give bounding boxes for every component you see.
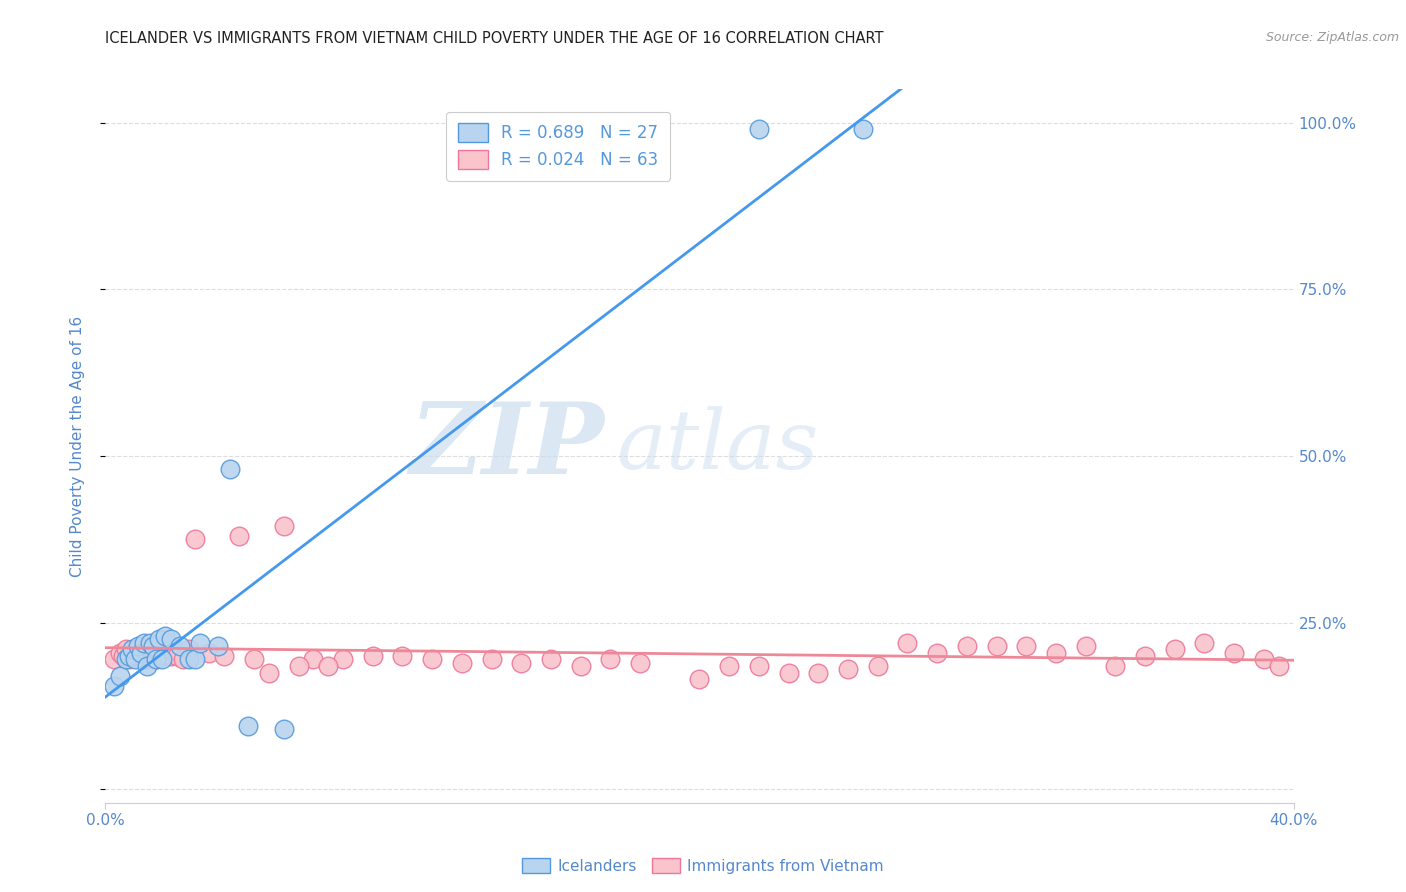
- Point: [287, 659, 309, 673]
- Point: [127, 649, 149, 664]
- Point: [302, 652, 325, 666]
- Point: [481, 652, 503, 666]
- Point: [896, 636, 918, 650]
- Point: [1253, 652, 1275, 666]
- Point: [956, 639, 979, 653]
- Point: [198, 646, 221, 660]
- Point: [1104, 659, 1126, 673]
- Text: atlas: atlas: [616, 406, 818, 486]
- Point: [136, 659, 159, 673]
- Point: [1267, 659, 1289, 673]
- Point: [129, 646, 152, 660]
- Point: [1074, 639, 1097, 653]
- Point: [145, 652, 167, 666]
- Point: [183, 533, 205, 547]
- Point: [748, 659, 770, 673]
- Point: [148, 632, 170, 647]
- Point: [148, 646, 170, 660]
- Point: [852, 122, 875, 136]
- Point: [689, 673, 711, 687]
- Text: ICELANDER VS IMMIGRANTS FROM VIETNAM CHILD POVERTY UNDER THE AGE OF 16 CORRELATI: ICELANDER VS IMMIGRANTS FROM VIETNAM CHI…: [105, 31, 884, 46]
- Point: [599, 652, 621, 666]
- Point: [169, 639, 191, 653]
- Point: [142, 639, 165, 653]
- Point: [207, 639, 229, 653]
- Point: [145, 652, 167, 666]
- Point: [166, 649, 188, 664]
- Point: [1194, 636, 1216, 650]
- Point: [778, 665, 800, 680]
- Point: [124, 652, 146, 666]
- Point: [177, 642, 200, 657]
- Point: [172, 652, 194, 666]
- Point: [391, 649, 413, 664]
- Point: [243, 652, 266, 666]
- Point: [837, 662, 859, 676]
- Point: [153, 642, 176, 657]
- Point: [103, 652, 125, 666]
- Point: [807, 665, 830, 680]
- Point: [273, 519, 295, 533]
- Point: [121, 642, 143, 657]
- Point: [228, 529, 250, 543]
- Point: [1045, 646, 1067, 660]
- Point: [121, 649, 143, 664]
- Point: [118, 649, 141, 664]
- Point: [190, 636, 212, 650]
- Point: [257, 665, 280, 680]
- Point: [103, 679, 125, 693]
- Point: [332, 652, 354, 666]
- Point: [420, 652, 443, 666]
- Point: [986, 639, 1008, 653]
- Point: [127, 639, 149, 653]
- Point: [316, 659, 339, 673]
- Point: [115, 642, 138, 657]
- Point: [110, 646, 132, 660]
- Point: [110, 669, 132, 683]
- Point: [150, 652, 173, 666]
- Point: [569, 659, 592, 673]
- Point: [139, 636, 162, 650]
- Point: [159, 649, 181, 664]
- Point: [1015, 639, 1038, 653]
- Point: [1164, 642, 1187, 657]
- Text: ZIP: ZIP: [409, 398, 605, 494]
- Point: [124, 646, 146, 660]
- Point: [142, 649, 165, 664]
- Legend: Icelanders, Immigrants from Vietnam: Icelanders, Immigrants from Vietnam: [516, 852, 890, 880]
- Point: [628, 656, 651, 670]
- Point: [115, 652, 138, 666]
- Point: [139, 646, 162, 660]
- Point: [132, 636, 155, 650]
- Point: [540, 652, 562, 666]
- Point: [450, 656, 472, 670]
- Point: [159, 632, 181, 647]
- Point: [129, 642, 152, 657]
- Point: [718, 659, 741, 673]
- Point: [361, 649, 384, 664]
- Point: [510, 656, 533, 670]
- Point: [177, 652, 200, 666]
- Point: [153, 629, 176, 643]
- Point: [866, 659, 889, 673]
- Text: Source: ZipAtlas.com: Source: ZipAtlas.com: [1265, 31, 1399, 45]
- Point: [214, 649, 236, 664]
- Point: [118, 652, 141, 666]
- Point: [1223, 646, 1246, 660]
- Point: [1133, 649, 1156, 664]
- Point: [183, 652, 205, 666]
- Point: [236, 719, 259, 733]
- Legend: R = 0.689   N = 27, R = 0.024   N = 63: R = 0.689 N = 27, R = 0.024 N = 63: [447, 112, 671, 181]
- Point: [273, 723, 295, 737]
- Point: [927, 646, 949, 660]
- Point: [219, 462, 242, 476]
- Point: [748, 122, 770, 136]
- Point: [150, 649, 173, 664]
- Point: [136, 652, 159, 666]
- Y-axis label: Child Poverty Under the Age of 16: Child Poverty Under the Age of 16: [70, 316, 84, 576]
- Point: [132, 652, 155, 666]
- Point: [112, 649, 135, 664]
